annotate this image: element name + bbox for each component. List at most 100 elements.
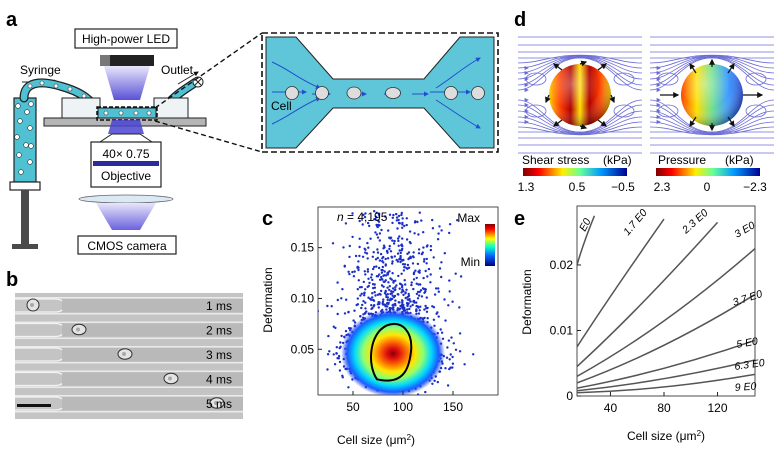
scatter-point — [395, 216, 399, 219]
scatter-point — [370, 273, 373, 276]
scatter-point — [360, 292, 363, 295]
scatter-point — [417, 252, 421, 255]
scatter-point — [336, 312, 339, 316]
scatter-point — [406, 295, 409, 299]
scatter-point — [407, 292, 410, 296]
led-box — [74, 28, 178, 49]
scatter-point — [398, 307, 402, 310]
scatter-point — [365, 310, 368, 313]
scatter-point — [327, 334, 330, 338]
scatter-point — [373, 304, 376, 307]
scatter-point — [399, 260, 402, 264]
scatter-point — [372, 251, 375, 254]
scatter-point — [451, 362, 455, 365]
scatter-point — [352, 275, 356, 278]
scatter-point — [374, 215, 378, 218]
scatter-point — [421, 287, 425, 290]
scatter-point — [355, 303, 358, 307]
x-tick-label: 80 — [657, 401, 671, 415]
scatter-point — [415, 309, 418, 312]
scatter-point — [387, 302, 390, 306]
scatter-point — [342, 246, 345, 249]
scatter-point — [373, 210, 376, 213]
stiffness-curves — [577, 215, 755, 394]
scatter-point — [381, 303, 385, 306]
scatter-point — [445, 356, 449, 359]
scatter-point — [338, 346, 341, 350]
scatter-point — [332, 325, 335, 328]
scatter-point — [384, 289, 387, 293]
shear-tick-2: −0.5 — [611, 180, 635, 194]
scatter-point — [384, 215, 387, 218]
scatter-point — [388, 306, 392, 310]
scatter-point — [411, 303, 414, 307]
scatter-point — [345, 298, 348, 301]
scatter-point — [416, 220, 419, 224]
scatter-point — [452, 342, 455, 345]
scatter-point — [400, 211, 403, 215]
scatter-point — [391, 216, 394, 219]
scatter-point — [431, 218, 434, 222]
scatter-point — [369, 237, 372, 240]
scatter-point — [446, 384, 450, 387]
scatter-point — [401, 217, 404, 220]
scatter-point — [406, 252, 409, 255]
stiffness-curve — [577, 293, 755, 384]
scatter-point — [424, 390, 427, 394]
scatter-point — [371, 296, 374, 299]
syringe-cells — [14, 101, 34, 175]
scatter-point — [397, 301, 400, 304]
scatter-point — [412, 278, 416, 281]
scatter-point — [422, 231, 425, 234]
scatter-point — [412, 287, 415, 291]
scatter-point — [367, 296, 370, 299]
scatter-point — [326, 368, 329, 371]
streamline — [649, 56, 775, 86]
channel-lumen — [62, 323, 243, 337]
scatter-point — [379, 289, 383, 293]
scatter-point — [440, 331, 444, 334]
scatter-point — [364, 248, 367, 251]
x-tick-label: 40 — [604, 401, 618, 415]
scatter-point — [363, 215, 367, 219]
scatter-point — [446, 346, 449, 349]
scatter-point — [366, 257, 369, 260]
scatter-point — [358, 219, 361, 223]
scatter-point — [392, 213, 395, 217]
scatter-point — [416, 393, 420, 395]
scatter-point — [449, 353, 452, 356]
scatter-point — [456, 219, 459, 222]
curve-label: E0 — [577, 216, 594, 233]
scatter-point — [373, 265, 376, 269]
scatter-point — [417, 312, 421, 315]
scatter-point — [367, 277, 370, 280]
scatter-point — [441, 337, 445, 340]
scatter-point — [361, 303, 364, 307]
scatter-point — [443, 298, 446, 301]
scatter-point — [367, 246, 370, 249]
streamline — [517, 55, 643, 69]
scatter-point — [385, 295, 388, 299]
scatter-point — [407, 251, 411, 254]
scatter-point — [381, 278, 384, 281]
stiffness-curve — [577, 218, 665, 348]
channel-wall — [15, 370, 243, 372]
scatter-point — [400, 213, 403, 217]
channel — [97, 107, 157, 119]
scatter-point — [369, 276, 373, 279]
scatter-point — [425, 262, 428, 265]
scatter-point — [330, 305, 333, 308]
colorbar-min: Min — [461, 255, 480, 269]
scatter-point — [336, 398, 338, 400]
scatter-point — [358, 254, 361, 258]
scatter-point — [414, 269, 417, 272]
scatter-point — [380, 271, 384, 274]
density-heat — [341, 309, 445, 395]
scatter-point — [419, 289, 423, 292]
panel-c-letter: c — [262, 208, 273, 230]
scatter-point — [375, 233, 379, 236]
scatter-point — [384, 264, 387, 267]
scatter-point — [382, 244, 386, 247]
plot-e-axes: 40 80 120 0 0.01 0.02 — [550, 258, 728, 415]
scatter-point — [387, 229, 390, 232]
